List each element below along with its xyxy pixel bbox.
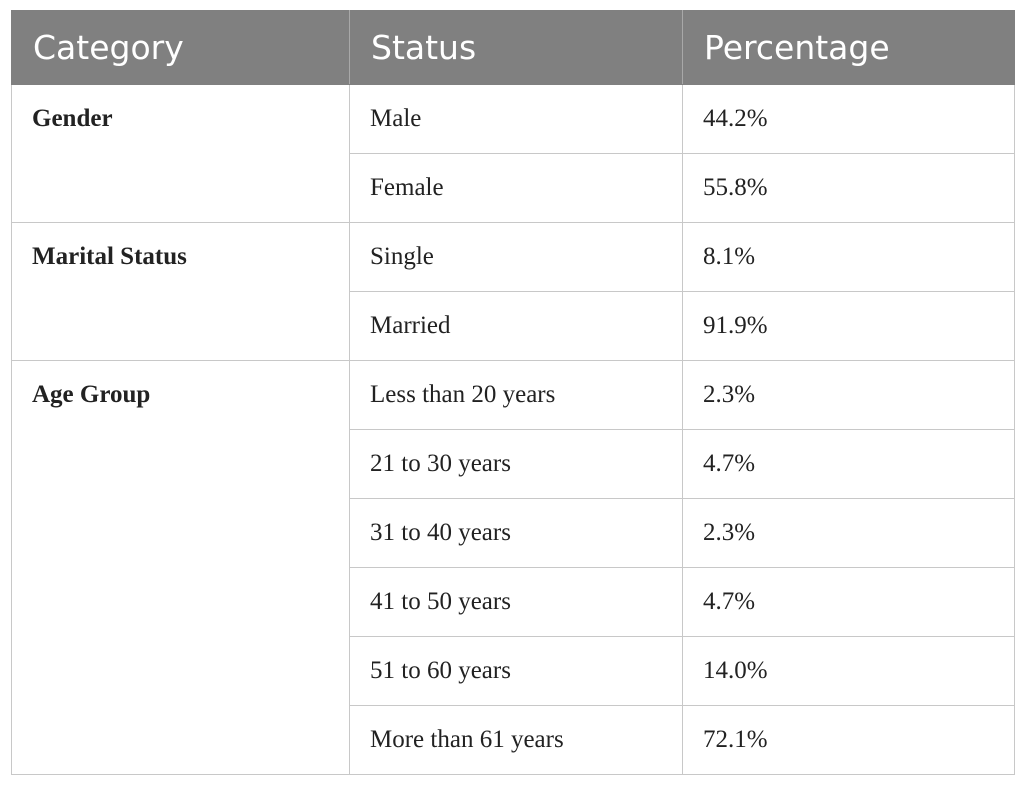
percentage-cell: 91.9% bbox=[682, 291, 1015, 361]
percentage-cell: 2.3% bbox=[682, 498, 1015, 568]
status-cell: More than 61 years bbox=[349, 705, 683, 775]
table-row: Marital Status Single 8.1% bbox=[11, 222, 1015, 361]
percentage-cell: 55.8% bbox=[682, 153, 1015, 223]
status-cell: 31 to 40 years bbox=[349, 498, 683, 568]
percentage-cell: 72.1% bbox=[682, 705, 1015, 775]
table-row: 51 to 60 years 14.0% bbox=[12, 636, 1015, 706]
table-row: Female 55.8% bbox=[12, 153, 1015, 223]
table-row: 21 to 30 years 4.7% bbox=[12, 429, 1015, 499]
demographics-table: Category Status Percentage Gender Male 4… bbox=[11, 10, 1015, 775]
status-cell: Female bbox=[349, 153, 683, 223]
status-cell: Less than 20 years bbox=[349, 360, 683, 430]
status-cell: 41 to 50 years bbox=[349, 567, 683, 637]
demographics-table-container: Category Status Percentage Gender Male 4… bbox=[11, 10, 1015, 775]
status-cell: 51 to 60 years bbox=[349, 636, 683, 706]
header-percentage: Percentage bbox=[682, 10, 1015, 85]
header-row: Category Status Percentage bbox=[11, 10, 1015, 85]
percentage-cell: 2.3% bbox=[682, 360, 1015, 430]
table-body: Gender Male 44.2% Female 55.8% Marital S… bbox=[11, 84, 1015, 775]
table-row: 41 to 50 years 4.7% bbox=[12, 567, 1015, 637]
status-cell: Married bbox=[349, 291, 683, 361]
category-cell-gender: Gender bbox=[11, 84, 350, 223]
status-cell: Single bbox=[349, 222, 683, 292]
header-category: Category bbox=[11, 10, 350, 85]
category-cell-age-group: Age Group bbox=[11, 360, 350, 775]
status-cell: 21 to 30 years bbox=[349, 429, 683, 499]
percentage-cell: 14.0% bbox=[682, 636, 1015, 706]
percentage-cell: 44.2% bbox=[682, 84, 1015, 154]
table-row: Gender Male 44.2% bbox=[11, 84, 1015, 223]
percentage-cell: 4.7% bbox=[682, 567, 1015, 637]
header-status: Status bbox=[349, 10, 683, 85]
table-header: Category Status Percentage bbox=[11, 10, 1015, 85]
percentage-cell: 4.7% bbox=[682, 429, 1015, 499]
percentage-cell: 8.1% bbox=[682, 222, 1015, 292]
table-row: More than 61 years 72.1% bbox=[12, 705, 1015, 775]
status-cell: Male bbox=[349, 84, 683, 154]
table-row: Age Group Less than 20 years 2.3% bbox=[11, 360, 1015, 775]
category-cell-marital-status: Marital Status bbox=[11, 222, 350, 361]
